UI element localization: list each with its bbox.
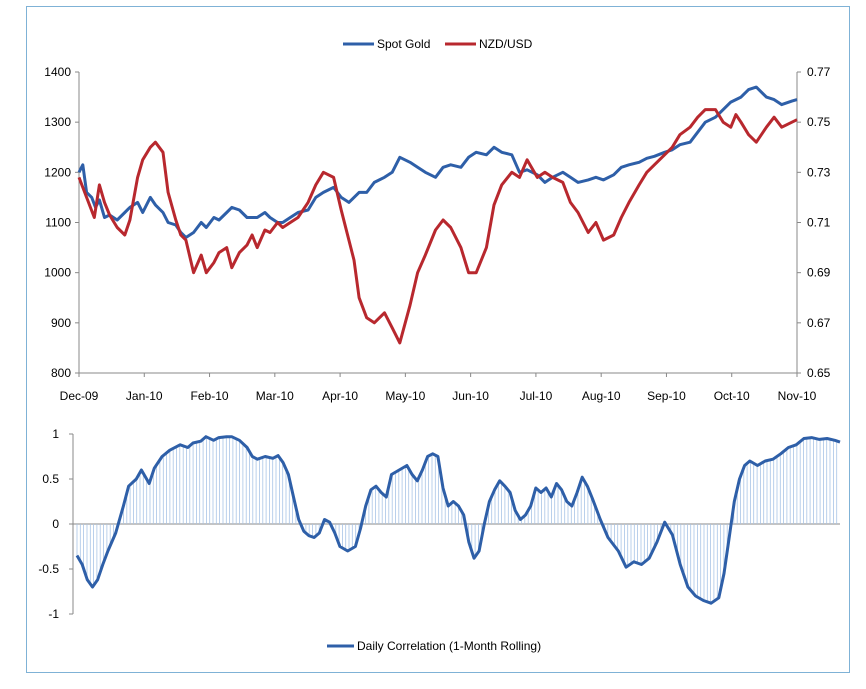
top-legend: Spot Gold NZD/USD [343,37,533,51]
top-x-tick-label: Jul-10 [520,389,553,403]
top-x-tick-label: Aug-10 [582,389,621,403]
series-line-nzd-usd [77,108,798,345]
top-right-tick-label: 0.67 [807,316,831,330]
top-x-tick-label: Apr-10 [322,389,358,403]
top-right-tick-label: 0.73 [807,165,831,179]
series-line-spot-gold [77,85,798,239]
top-left-tick-label: 800 [51,366,71,380]
top-x-ticks: Dec-09 Jan-10 Feb-10 Mar-10 Apr-10 May-10 Jun-… [60,373,817,403]
top-x-tick-label: Nov-10 [778,389,817,403]
bottom-series-line [75,435,841,605]
top-x-tick-label: Jun-10 [452,389,489,403]
bottom-tick-label: 0 [52,517,59,531]
bottom-hatch-bars [76,436,838,603]
top-left-tick-label: 1000 [44,266,71,280]
top-x-tick-label: Oct-10 [714,389,750,403]
legend-label-spot-gold: Spot Gold [377,37,430,51]
top-right-tick-label: 0.71 [807,216,831,230]
top-x-tick-label: Mar-10 [256,389,294,403]
top-x-tick-label: Sep-10 [647,389,686,403]
top-left-y-ticks: 800 900 1000 1100 1200 1300 1400 [44,65,79,380]
top-right-tick-label: 0.75 [807,115,831,129]
series-line-correlation [75,435,841,605]
bottom-tick-label: -0.5 [38,562,59,576]
bottom-y-ticks: -1 -0.5 0 0.5 1 [38,427,840,621]
top-right-y-ticks: 0.65 0.67 0.69 0.71 0.73 0.75 0.77 [797,65,831,380]
bottom-tick-label: 0.5 [42,472,59,486]
top-series-lines [77,85,798,345]
top-left-tick-label: 1100 [45,216,71,230]
top-right-tick-label: 0.69 [807,266,831,280]
top-plot-area [78,72,798,374]
bottom-legend: Daily Correlation (1-Month Rolling) [327,639,541,653]
top-x-tick-label: Feb-10 [191,389,229,403]
top-right-tick-label: 0.77 [807,65,831,79]
bottom-tick-label: -1 [48,607,59,621]
bottom-tick-label: 1 [52,427,59,441]
legend-label-nzd-usd: NZD/USD [479,37,533,51]
top-right-tick-label: 0.65 [807,366,831,380]
top-left-tick-label: 1400 [44,65,71,79]
top-x-tick-label: Dec-09 [60,389,99,403]
top-left-tick-label: 900 [51,316,71,330]
top-left-tick-label: 1300 [44,115,71,129]
top-left-tick-label: 1200 [44,165,71,179]
legend-label-correlation: Daily Correlation (1-Month Rolling) [357,639,541,653]
top-x-tick-label: Jan-10 [126,389,163,403]
top-x-tick-label: May-10 [385,389,425,403]
